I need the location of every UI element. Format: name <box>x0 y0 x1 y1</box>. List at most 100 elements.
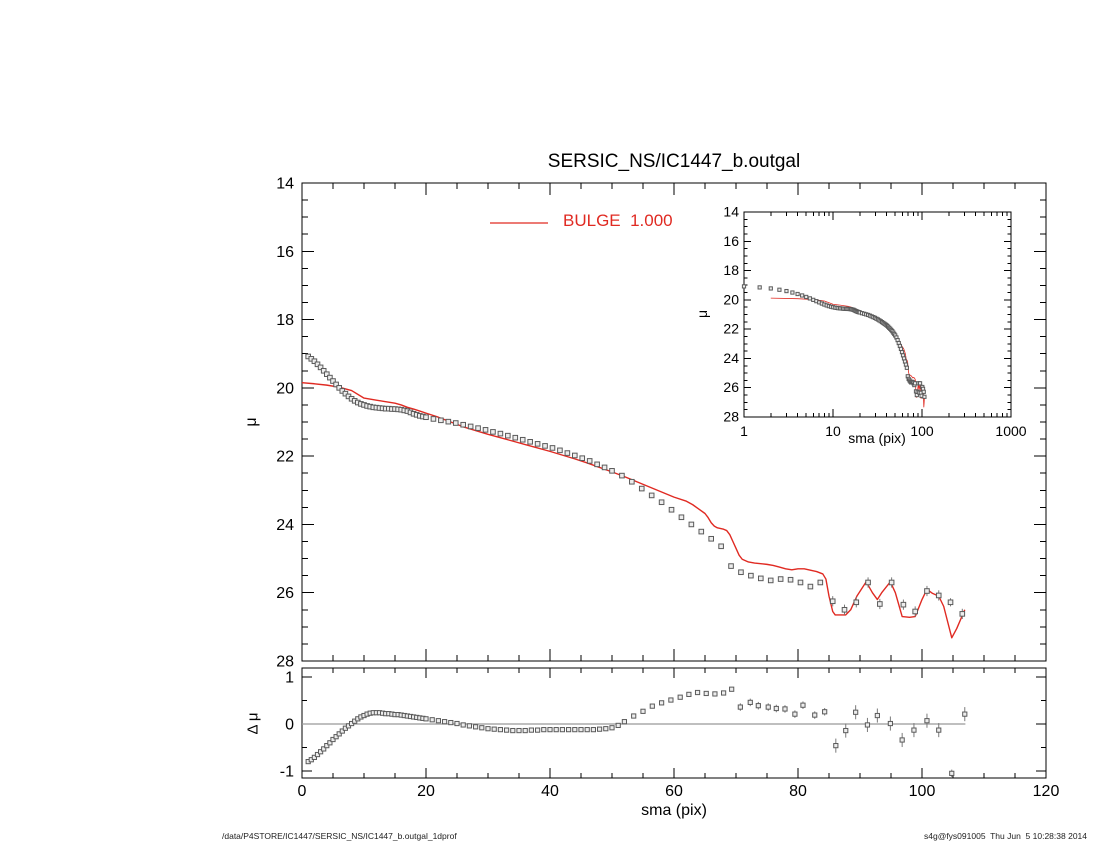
data-point <box>638 485 645 492</box>
data-point <box>609 468 615 474</box>
data-point <box>721 690 727 696</box>
data-point <box>843 727 849 734</box>
inset-x-axis-label: sma (pix) <box>848 430 906 446</box>
data-point <box>708 535 715 542</box>
tick-label: 16 <box>723 233 739 249</box>
data-point <box>649 703 655 709</box>
tick-label: 26 <box>723 379 739 395</box>
data-point <box>557 447 563 454</box>
data-point <box>864 722 871 728</box>
data-point <box>497 430 504 437</box>
data-point <box>579 455 586 461</box>
data-point <box>442 719 448 725</box>
data-point <box>765 704 771 710</box>
data-point <box>874 712 880 719</box>
data-point <box>317 364 324 371</box>
data-point <box>631 713 637 719</box>
data-point <box>594 461 600 468</box>
data-point <box>572 727 578 733</box>
data-point <box>784 288 789 294</box>
inset-y-axis-label: μ <box>694 309 710 319</box>
data-point <box>797 579 804 586</box>
tick-label: 22 <box>723 321 739 337</box>
data-point <box>729 686 735 692</box>
data-point <box>445 418 452 425</box>
data-point <box>718 543 724 550</box>
data-point <box>677 694 683 700</box>
tick-label: 0 <box>285 717 294 734</box>
data-point <box>619 472 625 479</box>
data-point <box>768 286 773 291</box>
data-point <box>686 691 692 697</box>
data-point <box>430 416 437 422</box>
data-point <box>572 452 578 459</box>
data-point <box>812 712 818 718</box>
tick-label: 18 <box>276 312 294 329</box>
data-point <box>504 727 510 733</box>
data-point <box>448 719 454 726</box>
tick-label: 0 <box>298 783 307 800</box>
data-point <box>887 720 893 727</box>
data-point <box>505 432 511 439</box>
data-point <box>324 371 330 377</box>
tick-label: 80 <box>789 783 807 800</box>
data-point <box>559 727 565 733</box>
data-point <box>339 728 345 734</box>
data-point <box>668 506 675 513</box>
tick-label: 14 <box>276 176 294 193</box>
tick-label: 20 <box>723 291 739 307</box>
data-point <box>321 746 327 752</box>
data-point <box>800 293 805 298</box>
data-point <box>490 429 496 435</box>
data-point <box>590 727 596 733</box>
data-point <box>648 492 655 499</box>
tick-label: 26 <box>276 585 294 602</box>
data-point <box>333 381 339 388</box>
data-point <box>519 436 526 443</box>
data-point <box>320 367 327 374</box>
data-point <box>497 727 503 733</box>
data-point <box>755 703 761 709</box>
data-point <box>904 365 909 370</box>
tick-label: 40 <box>541 783 559 800</box>
data-point <box>912 608 918 615</box>
tick-label: 14 <box>723 204 739 220</box>
residual-y-axis-label: Δ μ <box>244 712 262 735</box>
footer-user-timestamp: s4g@fys091005 Thu Jun 5 10:28:38 2014 <box>923 831 1087 841</box>
tick-label: 20 <box>417 783 435 800</box>
data-point <box>586 458 593 464</box>
data-point <box>962 711 968 717</box>
data-point <box>452 420 459 426</box>
data-point <box>330 736 336 743</box>
data-point <box>435 718 441 724</box>
data-point <box>510 727 516 734</box>
tick-label: 24 <box>276 517 294 534</box>
data-point <box>460 421 466 428</box>
data-point <box>899 737 905 743</box>
data-point <box>688 521 695 528</box>
data-point <box>703 690 709 697</box>
data-point <box>603 726 609 732</box>
data-point <box>694 689 701 696</box>
data-point <box>311 358 318 365</box>
data-point <box>747 699 753 705</box>
data-point <box>314 361 321 368</box>
tick-label: -1 <box>280 764 294 781</box>
data-point <box>959 611 966 617</box>
data-point <box>822 709 828 715</box>
footer-file-path: /data/P4STORE/IC1447/SERSIC_NS/IC1447_b.… <box>222 831 457 841</box>
axis-box <box>743 211 1012 418</box>
data-point <box>547 727 553 733</box>
data-point <box>491 726 497 732</box>
data-point <box>311 754 317 760</box>
data-point <box>564 450 571 456</box>
data-point <box>466 723 472 729</box>
data-point <box>877 601 883 607</box>
data-point <box>900 601 907 608</box>
data-point <box>454 720 460 727</box>
legend-bulge-label: BULGE 1.000 <box>563 211 673 230</box>
data-point <box>757 285 762 290</box>
data-point <box>615 722 621 729</box>
